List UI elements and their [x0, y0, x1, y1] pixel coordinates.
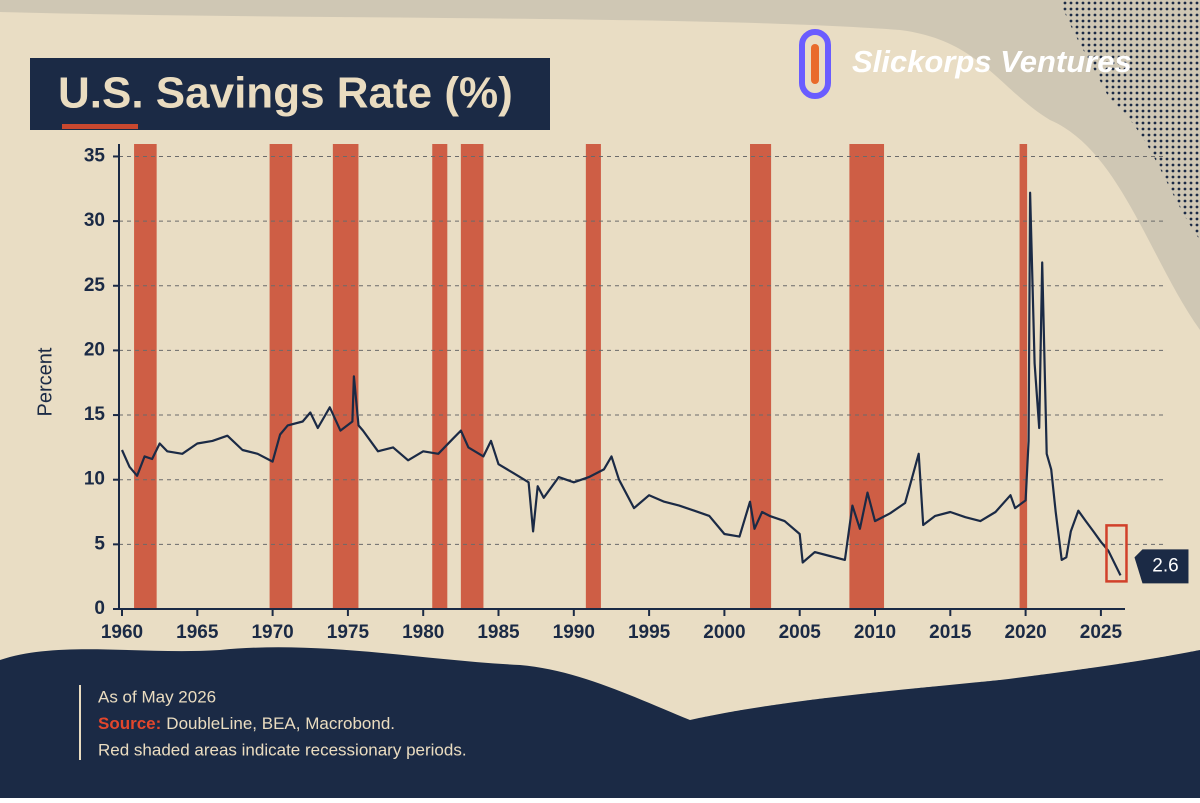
bottom-band	[0, 647, 1200, 798]
y-tick-label: 5	[94, 533, 105, 554]
label-box	[1134, 549, 1189, 584]
recession-band	[269, 144, 293, 609]
recession-band	[585, 144, 601, 609]
x-tick-label: 1990	[553, 622, 595, 643]
chart-title: U.S. Savings Rate (%)	[58, 69, 513, 118]
y-tick-label: 0	[94, 598, 105, 619]
source: Source: DoubleLine, BEA, Macrobond.	[98, 714, 395, 733]
x-tick-label: 1970	[251, 622, 293, 643]
x-tick-label: 2005	[779, 622, 822, 643]
highlight-box	[1105, 524, 1128, 583]
recession-band	[750, 144, 772, 609]
y-tick-label: 10	[84, 469, 105, 490]
logo	[799, 29, 831, 99]
recession-band	[134, 144, 157, 609]
x-tick-label: 2010	[854, 622, 896, 643]
x-tick-label: 1980	[402, 622, 444, 643]
y-axis-label: Percent	[34, 347, 56, 416]
series-line	[120, 191, 1122, 576]
y-tick-label: 20	[84, 339, 105, 360]
y-tick-label: 15	[84, 404, 106, 425]
texture	[1060, 0, 1200, 240]
x-tick-label: 2025	[1080, 622, 1123, 643]
x-tick-label: 1985	[477, 622, 520, 643]
note: Red shaded areas indicate recessionary p…	[98, 740, 467, 759]
source-label: Source:	[98, 714, 161, 733]
y-tick-label: 35	[84, 145, 106, 166]
logo	[811, 44, 819, 84]
source-text: DoubleLine, BEA, Macrobond.	[166, 714, 395, 733]
x-tick-label: 2000	[703, 622, 745, 643]
note: As of May 2026	[98, 687, 216, 706]
y-tick-label: 30	[84, 210, 105, 231]
x-tick-label: 1965	[176, 622, 219, 643]
x-tick-label: 1975	[327, 622, 370, 643]
x-tick-label: 2015	[929, 622, 972, 643]
x-tick-label: 2020	[1004, 622, 1046, 643]
brand: Slickorps Ventures	[852, 44, 1132, 79]
title-box	[30, 58, 550, 130]
recession-band	[460, 144, 484, 609]
texture	[690, 650, 1200, 760]
y-tick-label: 25	[84, 275, 106, 296]
recession-band	[432, 144, 448, 609]
x-tick-label: 1960	[101, 622, 143, 643]
recession-band	[849, 144, 885, 609]
title-underline	[62, 124, 138, 129]
recession-band	[1019, 144, 1028, 609]
data-label: 2.6	[1152, 555, 1178, 576]
x-tick-label: 1995	[628, 622, 671, 643]
